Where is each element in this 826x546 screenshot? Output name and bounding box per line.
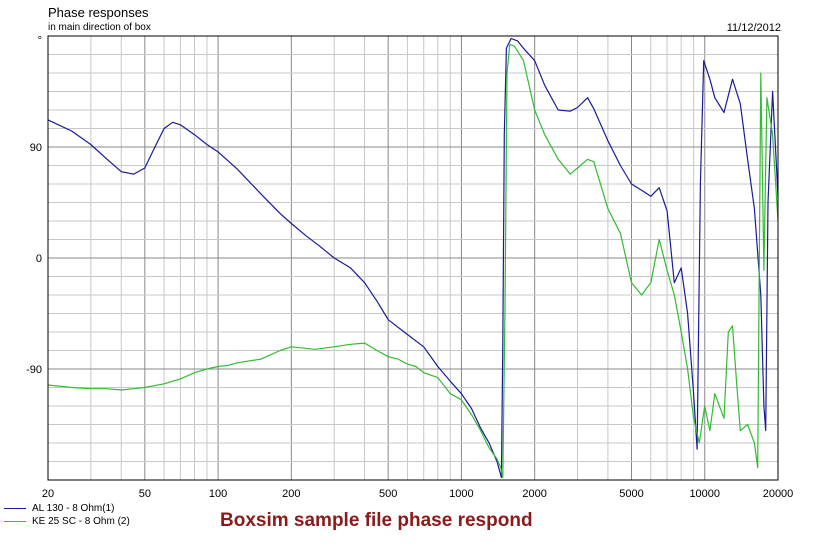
legend-label-series-1: AL 130 - 8 Ohm(1) [32,503,115,514]
legend-swatch-series-2 [4,521,26,522]
y-tick-label: 90 [30,142,42,154]
x-tick-label: 100 [209,488,227,500]
x-tick-label: 1000 [449,488,473,500]
legend-label-series-2: KE 25 SC - 8 Ohm (2) [32,516,130,527]
x-tick-label: 20 [42,488,54,500]
axis-tick-labels: 20 50 100 200 500 1000 2000 5000 10000 20000 -90 0 9… [26,35,793,500]
chart-title: Phase responses [48,5,149,20]
chart-subtitle: in main direction of box [48,22,151,33]
x-tick-label: 5000 [619,488,643,500]
legend-item-series-2: KE 25 SC - 8 Ohm (2) [4,516,130,527]
legend-item-series-1: AL 130 - 8 Ohm(1) [4,503,114,514]
y-unit-label: ° [38,35,42,47]
x-tick-label: 10000 [689,488,720,500]
x-tick-label: 20000 [763,488,794,500]
caption: Boxsim sample file phase respond [220,510,533,531]
x-tick-label: 200 [282,488,300,500]
series-line-1 [47,37,779,479]
x-tick-label: 500 [379,488,397,500]
y-tick-label: 0 [36,253,42,265]
legend-swatch-series-1 [4,508,26,509]
series-line-2 [47,43,779,479]
chart-date: 11/12/2012 [726,22,781,34]
plot-frame [47,35,779,481]
y-tick-label: -90 [26,364,42,376]
series-lines [47,37,779,479]
x-tick-label: 2000 [522,488,546,500]
x-tick-label: 50 [139,488,151,500]
